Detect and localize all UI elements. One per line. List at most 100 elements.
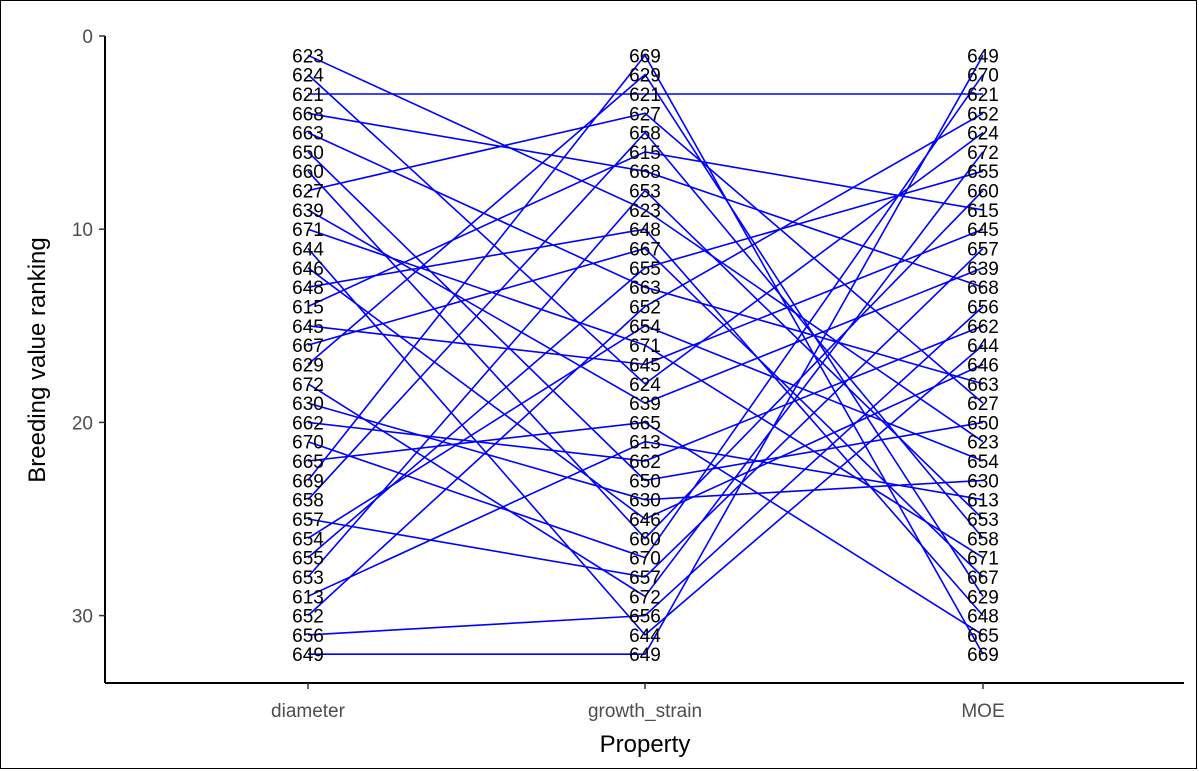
- point-label: 663: [967, 375, 999, 396]
- series-line-672: [307, 151, 984, 598]
- point-label: 629: [292, 355, 324, 376]
- point-label: 668: [967, 278, 999, 299]
- point-label: 655: [292, 549, 324, 570]
- point-label: 639: [967, 259, 999, 280]
- y-axis-title: Breeding value ranking: [24, 237, 51, 483]
- point-label: 657: [292, 510, 324, 531]
- point-label: 648: [292, 278, 324, 299]
- series-line-657: [307, 247, 984, 578]
- point-label: 654: [629, 317, 661, 338]
- point-label: 613: [967, 491, 999, 512]
- point-label: 650: [967, 413, 999, 434]
- point-label: 615: [292, 298, 324, 319]
- x-tick-label: diameter: [271, 701, 346, 722]
- point-label: 648: [967, 607, 999, 628]
- point-label: 653: [292, 568, 324, 589]
- point-label: 663: [292, 124, 324, 145]
- point-label: 667: [292, 336, 324, 357]
- point-label: 665: [629, 413, 661, 434]
- point-label: 665: [292, 452, 324, 473]
- point-label: 653: [629, 182, 661, 203]
- point-label: 663: [629, 278, 661, 299]
- point-label: 662: [629, 452, 661, 473]
- y-tick-label: 30: [72, 607, 93, 628]
- point-label: 639: [629, 394, 661, 415]
- point-label: 615: [629, 143, 661, 164]
- series-line-627: [307, 112, 984, 404]
- y-ticks: 0 10 20 30: [72, 27, 105, 628]
- point-label: 627: [629, 104, 661, 125]
- point-label: 630: [967, 471, 999, 492]
- point-label: 630: [629, 491, 661, 512]
- point-label: 644: [629, 626, 661, 647]
- point-label: 652: [292, 607, 324, 628]
- series-line-656: [307, 305, 984, 636]
- point-label: 621: [292, 85, 324, 106]
- series-line-652: [307, 112, 984, 617]
- point-label: 623: [292, 46, 324, 67]
- series-line-654: [307, 324, 984, 539]
- point-label: 672: [292, 375, 324, 396]
- series-line-615: [307, 151, 984, 308]
- series-line-629: [307, 73, 984, 597]
- point-label: 672: [967, 143, 999, 164]
- point-label: 657: [629, 568, 661, 589]
- point-label: 662: [967, 317, 999, 338]
- x-tick-label: MOE: [961, 701, 1004, 722]
- point-label: 658: [629, 124, 661, 145]
- point-label: 660: [967, 182, 999, 203]
- series-line-639: [307, 209, 984, 404]
- point-label: 623: [967, 433, 999, 454]
- y-tick-label: 0: [82, 27, 93, 48]
- point-label: 621: [629, 85, 661, 106]
- point-label: 627: [292, 182, 324, 203]
- point-label: 656: [292, 626, 324, 647]
- y-tick-label: 10: [72, 220, 93, 241]
- series-line-670: [307, 74, 984, 559]
- point-label: 630: [292, 394, 324, 415]
- point-labels: 6236246216686636506606276396716446466486…: [292, 46, 999, 666]
- point-label: 670: [629, 549, 661, 570]
- point-label: 657: [967, 240, 999, 261]
- point-label: 670: [967, 66, 999, 87]
- series-line-658: [307, 131, 984, 539]
- point-label: 646: [292, 259, 324, 280]
- point-label: 665: [967, 626, 999, 647]
- point-label: 649: [292, 645, 324, 666]
- point-label: 613: [629, 433, 661, 454]
- point-label: 656: [629, 607, 661, 628]
- point-label: 615: [967, 201, 999, 222]
- series-line-663: [307, 131, 984, 385]
- point-label: 670: [292, 433, 324, 454]
- point-label: 646: [967, 355, 999, 376]
- y-tick-label: 20: [72, 413, 93, 434]
- series-line-667: [307, 247, 984, 578]
- point-label: 646: [629, 510, 661, 531]
- point-label: 639: [292, 201, 324, 222]
- point-label: 652: [629, 298, 661, 319]
- point-label: 671: [292, 220, 324, 241]
- series-line-624: [307, 74, 984, 385]
- point-label: 660: [292, 162, 324, 183]
- series-line-649: [308, 54, 984, 656]
- point-label: 645: [967, 220, 999, 241]
- series-line-662: [307, 325, 984, 462]
- point-label: 623: [629, 201, 661, 222]
- point-label: 621: [967, 85, 999, 106]
- x-tick-label: growth_strain: [588, 701, 702, 722]
- x-axis-title: Property: [600, 731, 691, 758]
- series-line-623: [307, 54, 984, 443]
- point-label: 669: [629, 46, 661, 67]
- point-label: 660: [629, 529, 661, 550]
- point-label: 671: [629, 336, 661, 357]
- point-label: 645: [629, 355, 661, 376]
- point-label: 658: [967, 529, 999, 550]
- point-label: 649: [967, 46, 999, 67]
- point-label: 645: [292, 317, 324, 338]
- x-ticks: diameter growth_strain MOE: [271, 683, 1005, 722]
- point-label: 649: [629, 645, 661, 666]
- point-label: 613: [292, 587, 324, 608]
- point-label: 652: [967, 104, 999, 125]
